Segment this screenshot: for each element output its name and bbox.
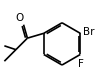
Text: Br: Br <box>83 27 95 37</box>
Text: O: O <box>16 13 24 23</box>
Text: F: F <box>78 59 84 69</box>
